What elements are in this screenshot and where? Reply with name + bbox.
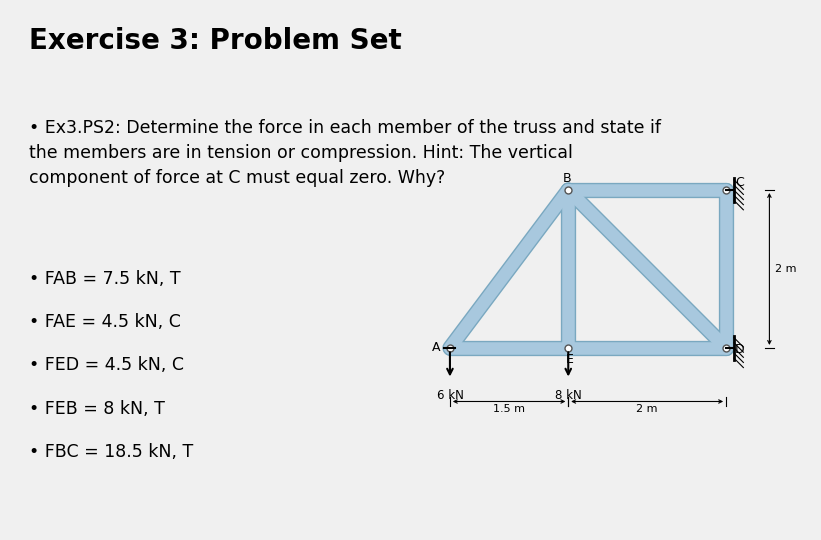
Text: • FAE = 4.5 kN, C: • FAE = 4.5 kN, C	[30, 313, 181, 331]
Text: 6 kN: 6 kN	[437, 389, 463, 402]
Text: E: E	[566, 353, 574, 366]
Text: • FAB = 7.5 kN, T: • FAB = 7.5 kN, T	[30, 270, 181, 288]
Text: • FED = 4.5 kN, C: • FED = 4.5 kN, C	[30, 356, 184, 374]
Text: Exercise 3: Problem Set: Exercise 3: Problem Set	[30, 27, 402, 55]
Text: A: A	[433, 341, 441, 354]
Text: 1.5 m: 1.5 m	[493, 404, 525, 414]
Text: 2 m: 2 m	[636, 404, 658, 414]
Text: C: C	[735, 176, 744, 188]
Text: 8 kN: 8 kN	[555, 389, 581, 402]
Text: • FEB = 8 kN, T: • FEB = 8 kN, T	[30, 400, 165, 417]
Text: 2 m: 2 m	[775, 264, 796, 274]
Text: • Ex3.PS2: Determine the force in each member of the truss and state if
the memb: • Ex3.PS2: Determine the force in each m…	[30, 119, 661, 187]
Text: • FBC = 18.5 kN, T: • FBC = 18.5 kN, T	[30, 443, 194, 461]
Text: D: D	[735, 343, 745, 356]
Text: B: B	[562, 172, 571, 185]
